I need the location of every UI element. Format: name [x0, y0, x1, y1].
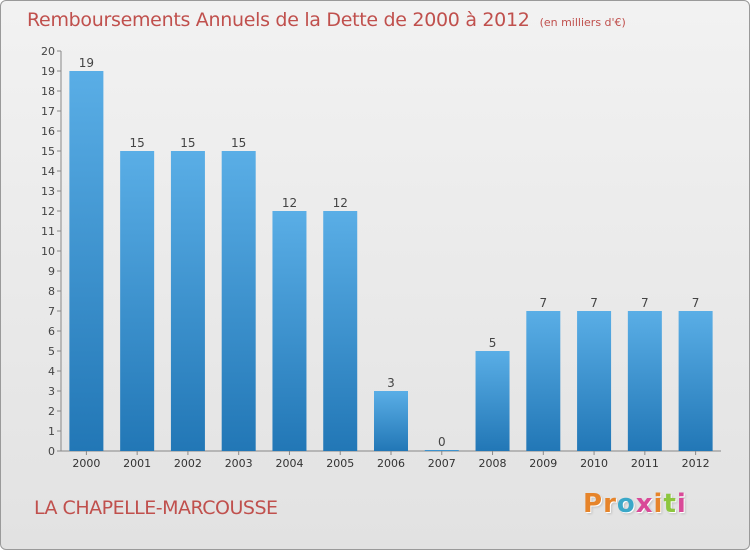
- y-tick-label: 6: [48, 325, 55, 338]
- y-tick-label: 14: [41, 165, 55, 178]
- y-tick-label: 20: [41, 45, 55, 58]
- y-tick-label: 18: [41, 85, 55, 98]
- bar: [526, 311, 561, 451]
- data-label: 7: [590, 296, 598, 310]
- data-label: 15: [180, 136, 195, 150]
- bar: [475, 351, 510, 451]
- y-tick-label: 0: [48, 445, 55, 458]
- bar: [577, 311, 612, 451]
- x-tick-label: 2006: [377, 457, 405, 470]
- proxiti-logo: Proxiti: [583, 489, 687, 519]
- chart-unit-label: (en milliers d'€): [539, 16, 626, 29]
- y-tick-label: 5: [48, 345, 55, 358]
- logo-letter: i: [653, 489, 664, 519]
- logo-letter: i: [676, 489, 687, 519]
- x-tick-label: 2000: [72, 457, 100, 470]
- bar: [120, 151, 155, 451]
- x-tick-label: 2011: [631, 457, 659, 470]
- y-tick-label: 9: [48, 265, 55, 278]
- y-tick-label: 4: [48, 365, 55, 378]
- data-label: 15: [231, 136, 246, 150]
- x-tick-label: 2003: [225, 457, 253, 470]
- bar: [221, 151, 256, 451]
- y-tick-label: 8: [48, 285, 55, 298]
- commune-name: LA CHAPELLE-MARCOUSSE: [34, 497, 278, 519]
- logo-letter: x: [635, 489, 654, 519]
- x-tick-label: 2012: [682, 457, 710, 470]
- y-tick-label: 17: [41, 105, 55, 118]
- x-tick-label: 2009: [529, 457, 557, 470]
- bar: [272, 211, 307, 451]
- x-tick-label: 2008: [479, 457, 507, 470]
- x-tick-label: 2002: [174, 457, 202, 470]
- data-label: 7: [692, 296, 700, 310]
- bar: [170, 151, 205, 451]
- y-tick-label: 2: [48, 405, 55, 418]
- y-tick-label: 11: [41, 225, 55, 238]
- bar: [424, 450, 459, 451]
- data-label: 12: [333, 196, 348, 210]
- bar-chart: 0123456789101112131415161718192020001920…: [41, 45, 721, 470]
- x-tick-label: 2005: [326, 457, 354, 470]
- x-tick-label: 2010: [580, 457, 608, 470]
- data-label: 3: [387, 376, 395, 390]
- y-tick-label: 12: [41, 205, 55, 218]
- data-label: 5: [489, 336, 497, 350]
- y-tick-label: 10: [41, 245, 55, 258]
- y-tick-label: 15: [41, 145, 55, 158]
- y-tick-label: 13: [41, 185, 55, 198]
- chart-title-text: Remboursements Annuels de la Dette de 20…: [27, 9, 530, 31]
- y-tick-label: 3: [48, 385, 55, 398]
- y-tick-label: 7: [48, 305, 55, 318]
- logo-letter: o: [616, 489, 636, 519]
- bar: [323, 211, 358, 451]
- data-label: 15: [130, 136, 145, 150]
- data-label: 12: [282, 196, 297, 210]
- y-tick-label: 19: [41, 65, 55, 78]
- data-label: 0: [438, 435, 446, 449]
- bar: [374, 391, 408, 451]
- x-tick-label: 2001: [123, 457, 151, 470]
- x-tick-label: 2004: [275, 457, 303, 470]
- y-tick-label: 16: [41, 125, 55, 138]
- y-tick-label: 1: [48, 425, 55, 438]
- bar: [69, 71, 104, 451]
- logo-letter: t: [663, 489, 677, 519]
- x-tick-label: 2007: [428, 457, 456, 470]
- chart-title: Remboursements Annuels de la Dette de 20…: [27, 9, 626, 31]
- data-label: 7: [641, 296, 649, 310]
- bar: [627, 311, 662, 451]
- data-label: 19: [79, 56, 94, 70]
- logo-letter: r: [603, 489, 617, 519]
- bar: [678, 311, 713, 451]
- data-label: 7: [539, 296, 547, 310]
- logo-letter: P: [583, 489, 604, 519]
